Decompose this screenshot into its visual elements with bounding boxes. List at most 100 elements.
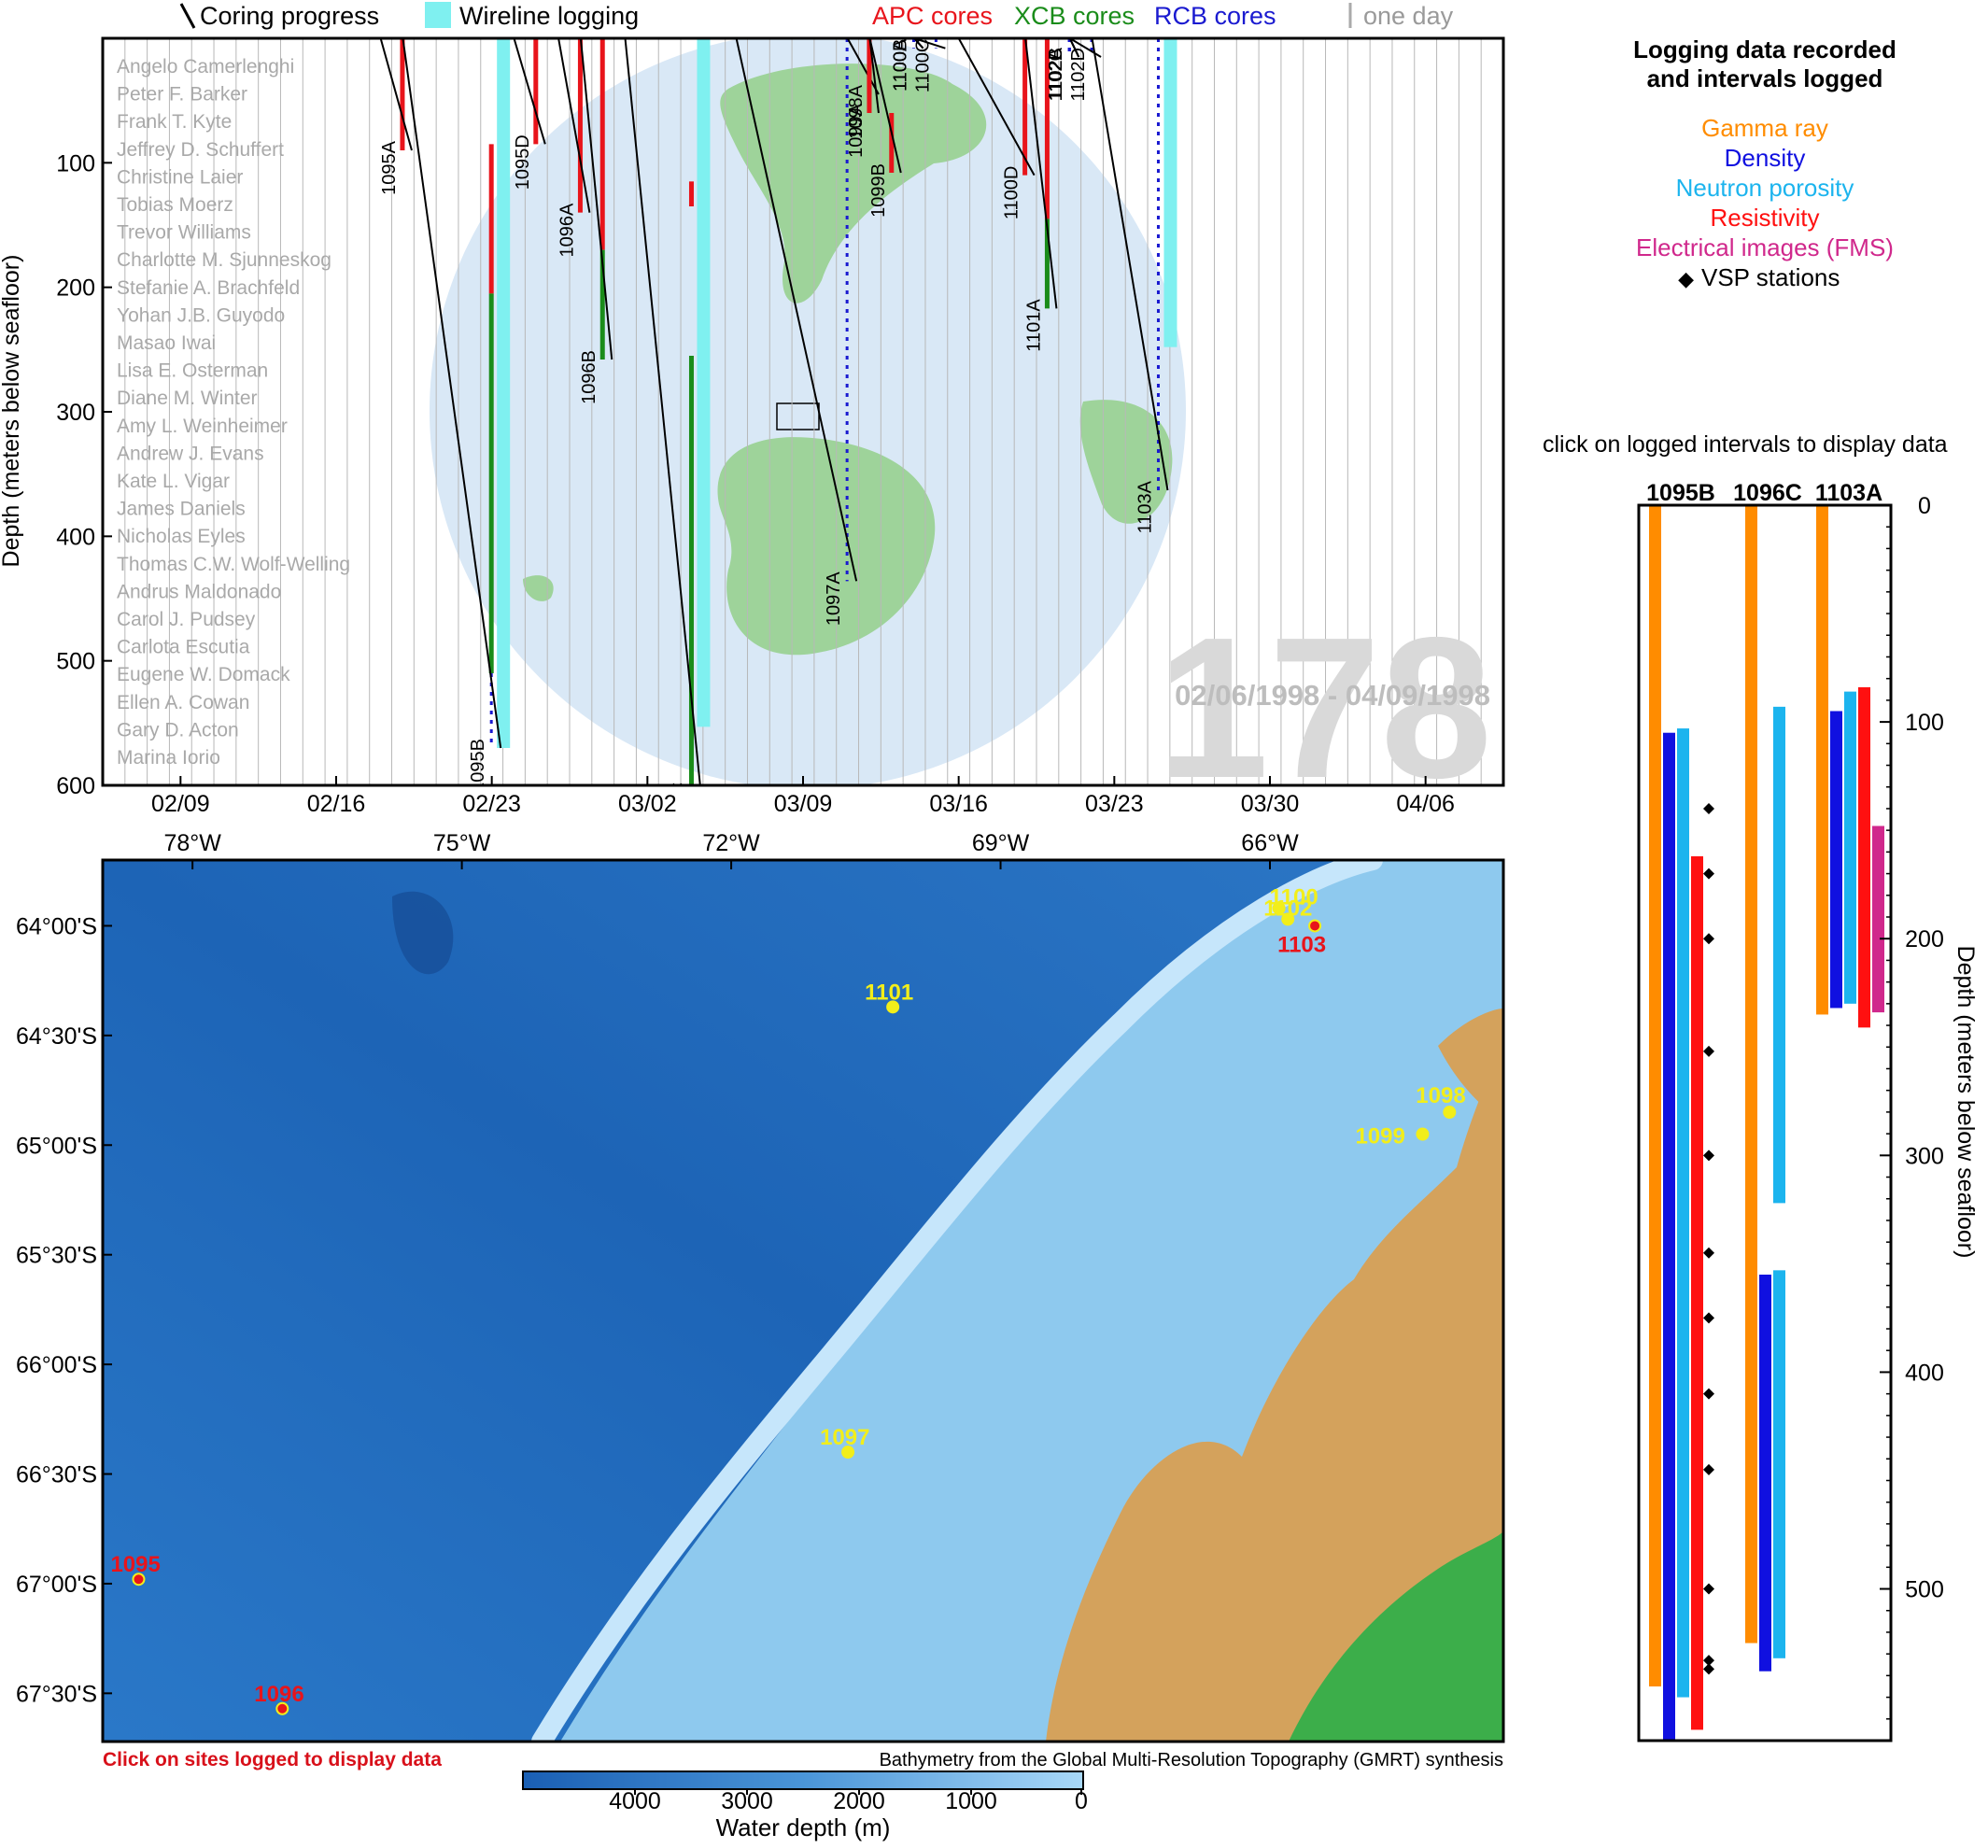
coring-y-axis-label: Depth (meters below seafloor) [0, 255, 24, 568]
map-lon-label: 75°W [433, 830, 491, 856]
site-marker-1095[interactable] [132, 1573, 146, 1587]
logged-interval-1103A[interactable] [1858, 686, 1870, 1028]
map-lat-label: 66°30'S [16, 1462, 97, 1488]
hole-label: 1102B [1046, 48, 1066, 100]
site-label-1103[interactable]: 1103 [1277, 932, 1326, 957]
coring-progress-line [1069, 38, 1102, 58]
participant-name: Amy L. Weinheimer [117, 416, 288, 437]
legend-log-type: Gamma ray [1701, 114, 1828, 142]
site-label-1095[interactable]: 1095 [110, 1552, 160, 1577]
hole-label: 1099B [868, 163, 889, 218]
leg-number: 178 [1157, 595, 1492, 820]
log-hole-header-1095B[interactable]: 1095B [1646, 480, 1715, 506]
participant-name: Ellen A. Cowan [117, 692, 249, 713]
hole-label: 1095A [379, 140, 400, 194]
site-marker-1103[interactable] [1308, 919, 1322, 933]
site-marker-1100 [1272, 901, 1286, 915]
logged-interval-1096C[interactable] [1745, 505, 1757, 1643]
coring-layer: 1095A 1095B 1095D 1096A 1096B 1096C 1097A 1098A… [379, 38, 1177, 785]
site-label-1097: 1097 [820, 1425, 869, 1450]
map-land-island [1438, 1009, 1503, 1121]
globe-study-area-box [776, 402, 820, 430]
colorbar-tick-label: 2000 [833, 1788, 885, 1814]
coring-progress-chart: Angelo Camerlenghi Peter F. Barker Frank T… [0, 36, 1505, 820]
hole-label: 1102D [1068, 48, 1089, 101]
hole-label: 1096B [579, 350, 599, 404]
logged-interval-1103A[interactable] [1816, 505, 1828, 1015]
participant-name: Carlota Escutia [117, 637, 250, 658]
coring-x-tick-label: 02/16 [307, 791, 366, 817]
map-axes: 78°W 75°W 72°W 69°W 66°W 64°00'S 64°30'S 65°00'… [16, 830, 1299, 1707]
coring-progress-line [579, 38, 613, 360]
map-lat-label: 65°30'S [16, 1243, 97, 1269]
coring-progress-line [1091, 38, 1169, 491]
legend-one-day: one day [1363, 2, 1454, 30]
map-land-relief [1046, 1046, 1503, 1742]
coring-x-tick-label: 03/09 [774, 791, 833, 817]
logged-interval-1095B[interactable] [1691, 856, 1703, 1730]
coring-y-tick-label: 300 [56, 400, 95, 426]
logged-interval-1096C[interactable] [1773, 706, 1785, 1204]
map-lat-label: 66°00'S [16, 1352, 97, 1378]
site-marker-1102 [1281, 912, 1295, 926]
site-label-1101: 1101 [865, 980, 913, 1005]
logged-interval-1096C[interactable] [1773, 1270, 1785, 1658]
logged-interval-1103A[interactable] [1844, 691, 1856, 1004]
colorbar-tick-label: 4000 [609, 1788, 661, 1814]
site-label-1102: 1102 [1263, 896, 1312, 921]
top-legend: Coring progress Wireline logging APC cor… [179, 2, 1454, 30]
right-title-line1: Logging data recorded [1633, 35, 1896, 63]
logged-interval-1095B[interactable] [1663, 732, 1675, 1742]
coring-x-tick-label: 03/23 [1085, 791, 1144, 817]
participant-name: Christine Laier [117, 166, 243, 188]
logged-interval-1096C[interactable] [1759, 1274, 1771, 1672]
map-seamount [392, 891, 454, 975]
vsp-station-marker [1703, 1150, 1714, 1162]
coring-progress-line [913, 38, 924, 49]
globe-south-america [720, 63, 987, 303]
participant-name: Nicholas Eyles [117, 526, 246, 547]
logged-interval-1095B[interactable] [1677, 728, 1689, 1698]
participant-name: Masao Iwai [117, 332, 216, 354]
site-label-1099: 1099 [1355, 1124, 1404, 1150]
site-label-1096[interactable]: 1096 [254, 1682, 303, 1707]
logged-interval-1095B[interactable] [1649, 505, 1661, 1686]
participant-name: Eugene W. Domack [117, 664, 290, 685]
logged-interval-1103A[interactable] [1872, 825, 1884, 1013]
map-lat-label: 64°00'S [16, 913, 97, 939]
hole-label: 1101A [1023, 299, 1044, 352]
log-chart-frame [1637, 503, 1893, 1742]
coring-axes: 100 200 300 400 500 600 02/09 02/16 02/23 03/02 03… [56, 150, 1455, 817]
site-marker-1101 [886, 1000, 900, 1014]
hole-label: 1100D [1002, 166, 1022, 219]
map-lat-label: 67°30'S [16, 1681, 97, 1707]
hole-label: 1096A [557, 203, 577, 257]
legend-xcb-cores: XCB cores [1014, 2, 1135, 30]
vsp-station-marker [1703, 1388, 1714, 1400]
logged-interval-1103A[interactable] [1830, 711, 1842, 1009]
colorbar-tick-label: 0 [1075, 1788, 1088, 1814]
wireline-logging-interval [1163, 38, 1177, 347]
legend-log-type: Resistivity [1710, 204, 1819, 232]
legend-rcb-cores: RCB cores [1154, 2, 1276, 30]
participant-name: Andrus Maldonado [117, 581, 281, 602]
wireline-legend-swatch [425, 2, 451, 28]
site-marker-1096[interactable] [275, 1701, 289, 1715]
coring-x-tick-label: 03/30 [1241, 791, 1300, 817]
map-lon-label: 66°W [1241, 830, 1299, 856]
globe-island [523, 575, 554, 601]
log-y-tick-label: 100 [1905, 710, 1944, 736]
log-y-tick-label: 300 [1905, 1143, 1944, 1169]
log-hole-header-1096C[interactable]: 1096C [1733, 480, 1802, 506]
colorbar-ticks: 4000 3000 2000 1000 0 [609, 1788, 1088, 1814]
map-click-note: Click on sites logged to display data [103, 1749, 442, 1770]
log-y-tick-label: 400 [1905, 1360, 1944, 1386]
map-lon-label: 78°W [163, 830, 221, 856]
participant-name: Stefanie A. Brachfeld [117, 277, 300, 299]
hole-label: 1100C [912, 39, 933, 92]
participant-name: Charlotte M. Sjunneskog [117, 249, 331, 271]
legend-coring-progress: Coring progress [200, 2, 379, 30]
log-hole-header-1103A[interactable]: 1103A [1815, 480, 1882, 506]
coring-progress-line [957, 38, 1036, 176]
participants-list: Angelo Camerlenghi Peter F. Barker Frank T… [117, 56, 350, 769]
